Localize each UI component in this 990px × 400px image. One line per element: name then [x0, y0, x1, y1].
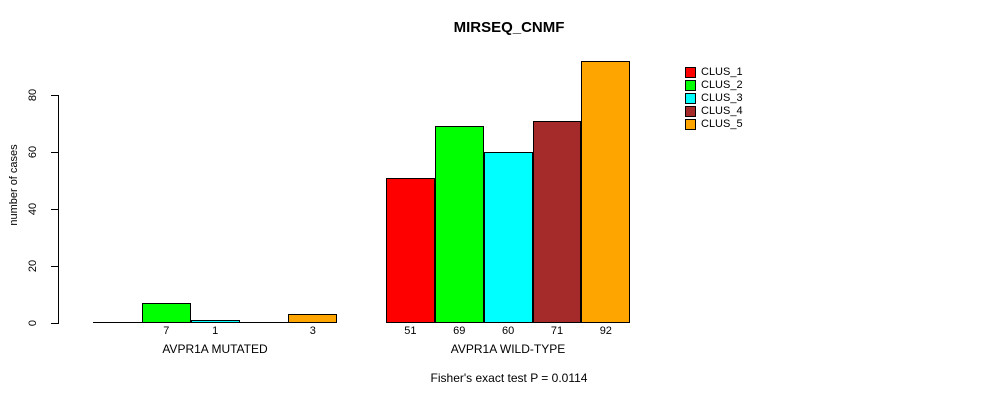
y-tick-label: 60 [27, 145, 39, 159]
y-tick-mark [51, 209, 58, 210]
bar-value-label: 71 [550, 325, 564, 337]
y-axis-title: number of cases [8, 144, 20, 226]
fisher-test-footnote: Fisher's exact test P = 0.0114 [430, 371, 588, 385]
legend-swatch-clus_2 [685, 80, 696, 91]
bar-clus_2-group1 [142, 303, 191, 323]
group-label-mutated: AVPR1A MUTATED [162, 342, 268, 356]
bar-value-label: 60 [502, 325, 515, 337]
legend-label-clus_3: CLUS_3 [701, 92, 743, 104]
bar-clus_4-group2 [533, 121, 581, 323]
legend-label-clus_1: CLUS_1 [701, 66, 743, 78]
y-tick-mark [51, 95, 58, 96]
bar-clus_2-group2 [435, 126, 484, 323]
group-label-wildtype: AVPR1A WILD-TYPE [450, 342, 566, 356]
y-tick-label: 20 [27, 259, 39, 273]
legend-label-clus_2: CLUS_2 [701, 79, 743, 91]
y-tick-mark [51, 266, 58, 267]
bar-clus_3-group1 [191, 320, 240, 323]
zero-bar-clus_1-group1 [93, 322, 142, 323]
bar-clus_1-group2 [386, 178, 435, 323]
bar-clus_5-group2 [581, 61, 630, 323]
bar-value-label: 7 [163, 325, 170, 337]
bar-clus_3-group2 [484, 152, 533, 323]
legend-swatch-clus_4 [685, 106, 696, 117]
y-tick-label: 0 [27, 319, 39, 327]
chart-title: MIRSEQ_CNMF [453, 19, 565, 36]
bar-value-label: 1 [212, 325, 219, 337]
legend-label-clus_5: CLUS_5 [701, 118, 743, 130]
zero-bar-clus_4-group1 [240, 322, 288, 323]
legend-swatch-clus_3 [685, 93, 696, 104]
bar-value-label: 3 [309, 325, 316, 337]
y-tick-label: 80 [27, 88, 39, 102]
bar-value-label: 51 [404, 325, 417, 337]
y-tick-mark [51, 152, 58, 153]
legend-swatch-clus_1 [685, 67, 696, 78]
legend-swatch-clus_5 [685, 119, 696, 130]
y-tick-label: 40 [27, 202, 39, 216]
y-tick-mark [51, 323, 58, 324]
legend-label-clus_4: CLUS_4 [701, 105, 743, 117]
bar-clus_5-group1 [288, 314, 337, 323]
y-axis-line [58, 95, 59, 324]
bar-value-label: 92 [599, 325, 612, 337]
bar-value-label: 69 [453, 325, 466, 337]
